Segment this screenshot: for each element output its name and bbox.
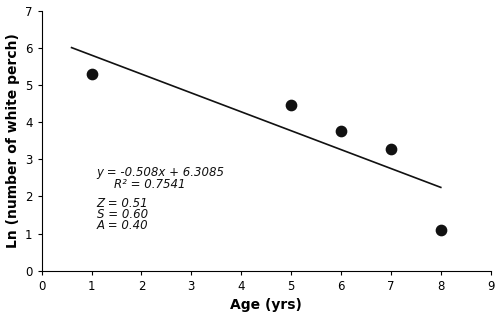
Text: Z = 0.51: Z = 0.51	[96, 197, 148, 210]
Point	[287, 103, 295, 108]
Y-axis label: Ln (number of white perch): Ln (number of white perch)	[6, 33, 20, 248]
Text: S = 0.60: S = 0.60	[96, 208, 148, 221]
Text: A = 0.40: A = 0.40	[96, 219, 148, 232]
X-axis label: Age (yrs): Age (yrs)	[230, 299, 302, 313]
Point	[437, 227, 445, 232]
Point	[387, 146, 395, 151]
Point	[337, 129, 345, 134]
Text: y = -0.508x + 6.3085: y = -0.508x + 6.3085	[96, 166, 224, 179]
Point	[88, 71, 96, 76]
Text: R² = 0.7541: R² = 0.7541	[114, 178, 186, 191]
